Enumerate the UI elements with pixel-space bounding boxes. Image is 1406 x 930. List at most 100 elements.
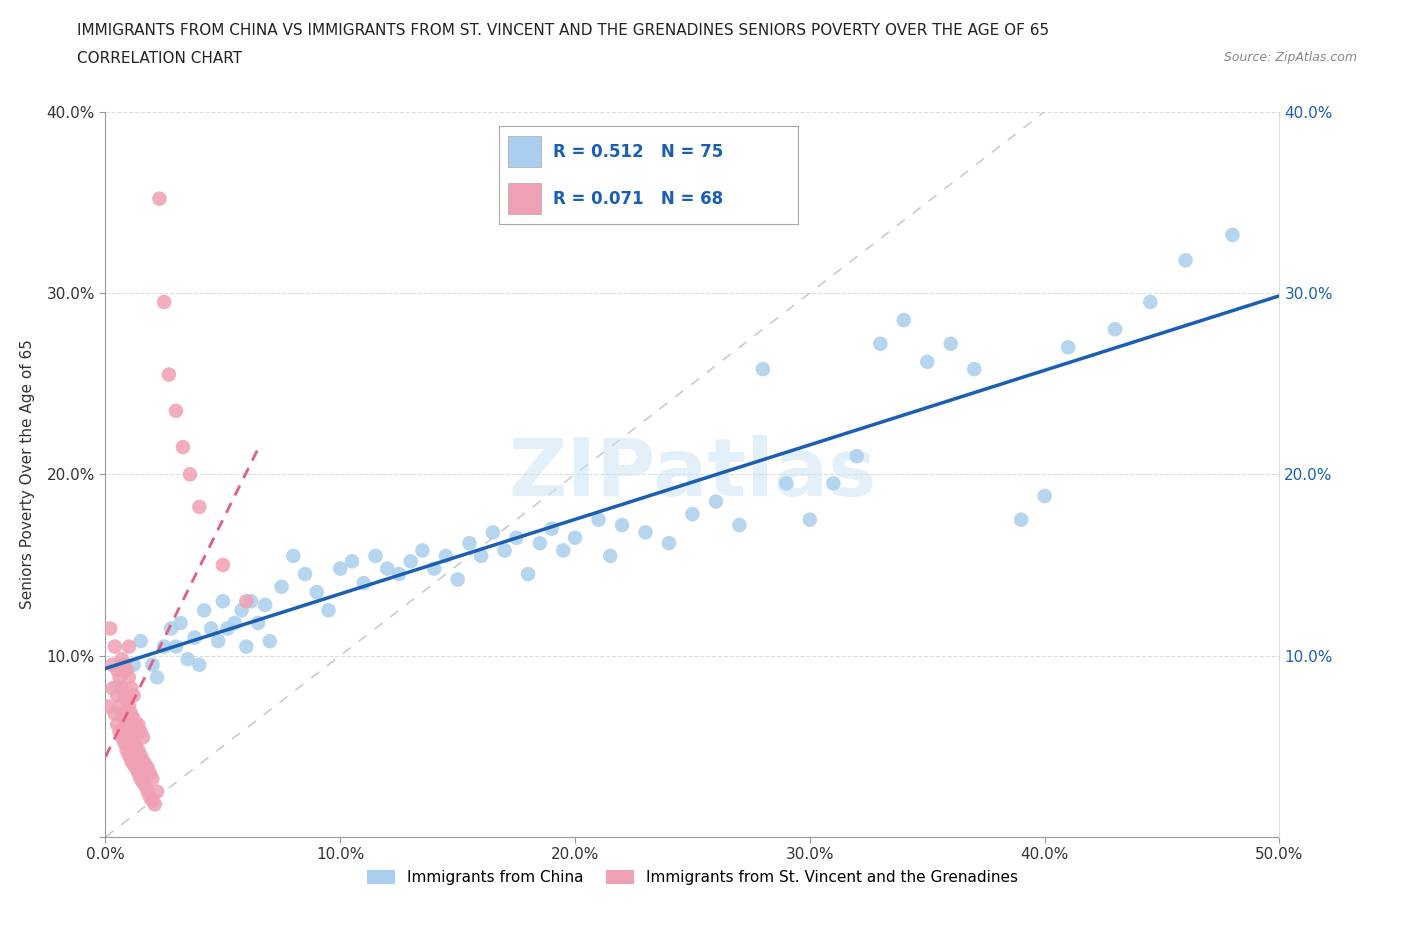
Point xyxy=(704,494,727,509)
Point xyxy=(893,312,915,327)
Point xyxy=(127,742,149,757)
Point xyxy=(172,440,194,455)
Point xyxy=(179,467,201,482)
Point xyxy=(211,558,233,573)
Point xyxy=(1104,322,1126,337)
Point xyxy=(634,525,657,539)
Point xyxy=(115,663,138,678)
Point xyxy=(318,603,340,618)
Point xyxy=(122,711,145,726)
Point xyxy=(129,748,152,763)
Point xyxy=(658,536,681,551)
Point xyxy=(1033,488,1056,503)
Point xyxy=(1010,512,1032,527)
Point xyxy=(97,699,120,714)
Point xyxy=(728,518,751,533)
Point xyxy=(470,549,492,564)
Point xyxy=(148,192,170,206)
Point xyxy=(120,753,142,768)
Point xyxy=(682,507,704,522)
Point xyxy=(111,652,134,667)
Point xyxy=(183,631,205,645)
Point xyxy=(112,736,135,751)
Point xyxy=(364,549,387,564)
Point xyxy=(118,699,141,714)
Point xyxy=(146,670,169,684)
Point xyxy=(200,621,222,636)
Point xyxy=(752,362,775,377)
Point xyxy=(423,561,446,576)
Point xyxy=(259,633,281,648)
Point xyxy=(188,499,211,514)
Point xyxy=(129,772,152,787)
Point xyxy=(134,778,156,793)
Point xyxy=(283,549,305,564)
Point xyxy=(399,554,422,569)
Point xyxy=(482,525,505,539)
Point xyxy=(136,784,159,799)
Point xyxy=(115,742,138,757)
Point xyxy=(799,512,821,527)
Text: CORRELATION CHART: CORRELATION CHART xyxy=(77,51,242,66)
Point xyxy=(353,576,375,591)
Point xyxy=(553,543,575,558)
Point xyxy=(610,518,633,533)
Point xyxy=(129,633,152,648)
Point xyxy=(294,566,316,581)
Point xyxy=(115,717,138,732)
Point xyxy=(108,724,131,739)
Point xyxy=(101,658,124,672)
Point xyxy=(104,706,127,721)
Point xyxy=(139,766,162,781)
Point xyxy=(105,663,128,678)
Point xyxy=(125,761,148,776)
Point xyxy=(141,793,163,808)
Legend: Immigrants from China, Immigrants from St. Vincent and the Grenadines: Immigrants from China, Immigrants from S… xyxy=(361,864,1024,891)
Point xyxy=(193,603,215,618)
Point xyxy=(505,530,527,545)
Text: IMMIGRANTS FROM CHINA VS IMMIGRANTS FROM ST. VINCENT AND THE GRENADINES SENIORS : IMMIGRANTS FROM CHINA VS IMMIGRANTS FROM… xyxy=(77,23,1049,38)
Point xyxy=(122,658,145,672)
Point xyxy=(120,706,142,721)
Point xyxy=(129,724,152,739)
Point xyxy=(411,543,433,558)
Point xyxy=(141,658,163,672)
Point xyxy=(125,717,148,732)
Point xyxy=(1139,295,1161,310)
Point xyxy=(112,658,135,672)
Point xyxy=(101,681,124,696)
Point xyxy=(540,521,562,536)
Point xyxy=(188,658,211,672)
Point xyxy=(139,790,162,804)
Point xyxy=(122,757,145,772)
Point xyxy=(105,717,128,732)
Point xyxy=(120,730,142,745)
Point xyxy=(122,688,145,703)
Point xyxy=(434,549,457,564)
Point xyxy=(235,639,257,654)
Point xyxy=(118,748,141,763)
Point xyxy=(517,566,540,581)
Point xyxy=(329,561,352,576)
Point xyxy=(127,717,149,732)
Point xyxy=(588,512,610,527)
Point xyxy=(211,594,233,609)
Point xyxy=(1057,340,1080,355)
Point xyxy=(217,621,239,636)
Y-axis label: Seniors Poverty Over the Age of 65: Seniors Poverty Over the Age of 65 xyxy=(21,339,35,609)
Point xyxy=(240,594,263,609)
Point xyxy=(120,681,142,696)
Point xyxy=(132,776,155,790)
Point xyxy=(104,639,127,654)
Point xyxy=(270,579,292,594)
Point xyxy=(122,736,145,751)
Point xyxy=(153,639,176,654)
Point xyxy=(823,476,845,491)
Point xyxy=(340,554,363,569)
Point xyxy=(963,362,986,377)
Point xyxy=(235,594,257,609)
Point xyxy=(118,670,141,684)
Point xyxy=(388,566,411,581)
Point xyxy=(111,730,134,745)
Point xyxy=(207,633,229,648)
